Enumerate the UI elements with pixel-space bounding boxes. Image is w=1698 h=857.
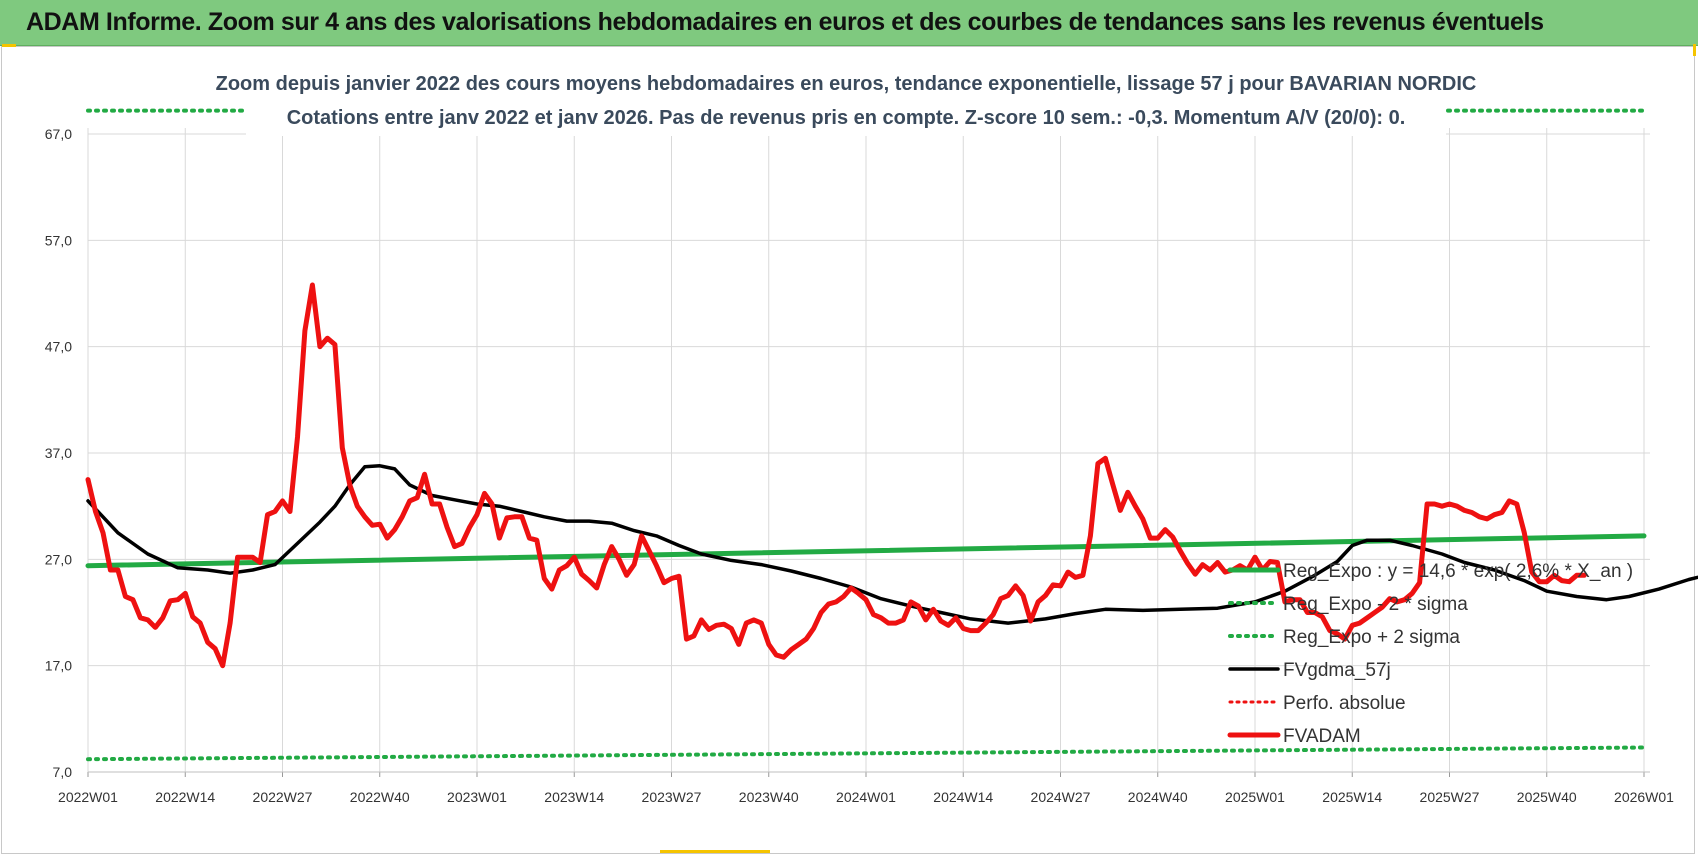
series	[85, 108, 1698, 762]
x-tick-label: 2025W40	[1517, 789, 1577, 805]
x-tick-label: 2023W01	[447, 789, 507, 805]
page-title: ADAM Informe. Zoom sur 4 ans des valoris…	[26, 8, 1544, 36]
x-axis-ticks: 2022W01 2022W14 2022W27 2022W40 2023W01 2023W…	[58, 789, 1674, 805]
x-tick-label: 2022W01	[58, 789, 118, 805]
y-tick-label: 47,0	[45, 339, 72, 355]
y-tick-label: 17,0	[45, 658, 72, 674]
x-tick-label: 2025W27	[1420, 789, 1480, 805]
corner-mark-bottom	[660, 850, 770, 853]
x-tick-label: 2025W01	[1225, 789, 1285, 805]
y-tick-label: 27,0	[45, 551, 72, 567]
y-tick-label: 67,0	[45, 126, 72, 142]
legend-label: FVgdma_57j	[1283, 660, 1391, 681]
y-tick-label: 37,0	[45, 445, 72, 461]
legend-label: Reg_Expo - 2 * sigma	[1283, 594, 1468, 615]
x-tick-label: 2025W14	[1322, 789, 1382, 805]
y-tick-label: 7,0	[53, 764, 73, 780]
x-tick-label: 2026W01	[1614, 789, 1674, 805]
legend-label: Perfo. absolue	[1283, 693, 1406, 714]
legend: Reg_Expo : y = 14,6 * exp( 2,6% * X_an )…	[1227, 561, 1633, 747]
chart-title: Zoom depuis janvier 2022 des cours moyen…	[216, 73, 1477, 95]
legend-label: Reg_Expo + 2 sigma	[1283, 627, 1460, 648]
x-tick-label: 2022W40	[350, 789, 410, 805]
header-bar: ADAM Informe. Zoom sur 4 ans des valoris…	[0, 0, 1698, 46]
corner-mark-left	[2, 44, 16, 47]
legend-label: FVADAM	[1283, 726, 1361, 747]
x-tick-label: 2022W27	[253, 789, 313, 805]
corner-mark-right	[1693, 44, 1696, 56]
x-tick-label: 2024W01	[836, 789, 896, 805]
subtitle-background	[246, 64, 1446, 136]
grid	[87, 128, 1650, 777]
legend-label: Reg_Expo : y = 14,6 * exp( 2,6% * X_an )	[1283, 561, 1633, 582]
x-tick-label: 2023W27	[642, 789, 702, 805]
x-tick-label: 2022W14	[155, 789, 215, 805]
x-tick-label: 2023W40	[739, 789, 799, 805]
fvadam-line	[85, 282, 1587, 669]
sigma-line	[86, 745, 1646, 762]
x-tick-label: 2024W27	[1031, 789, 1091, 805]
x-tick-label: 2024W14	[933, 789, 993, 805]
chart-subtitle: Cotations entre janv 2022 et janv 2026. …	[287, 107, 1406, 129]
y-tick-label: 57,0	[45, 232, 72, 248]
y-axis-ticks: 7,0 17,0 27,0 37,0 47,0 57,0 67,0	[45, 126, 72, 780]
x-tick-label: 2024W40	[1128, 789, 1188, 805]
x-tick-label: 2023W14	[544, 789, 604, 805]
